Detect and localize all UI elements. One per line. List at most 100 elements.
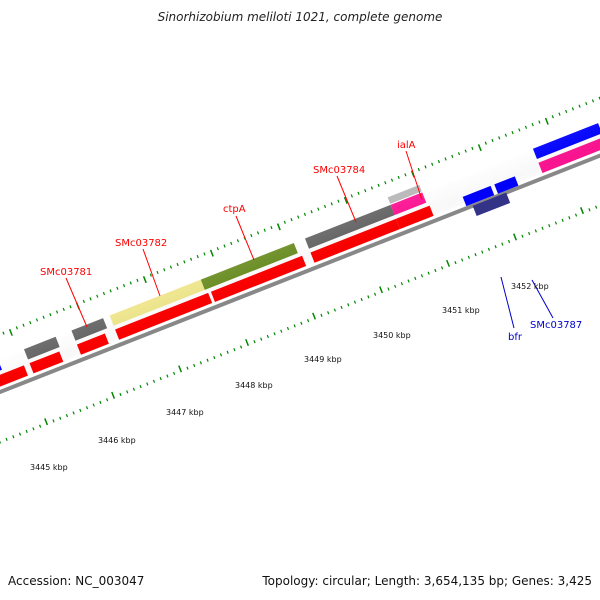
tick-mark: [149, 273, 152, 277]
tick-mark: [343, 196, 348, 204]
tick-mark: [152, 379, 156, 383]
tick-mark: [444, 157, 447, 161]
tick-mark: [15, 326, 18, 330]
tick-mark: [531, 123, 534, 127]
gene-label[interactable]: SMc03781: [40, 267, 92, 278]
tick-mark: [230, 241, 233, 246]
tick-mark: [263, 228, 266, 232]
tick-mark: [353, 300, 357, 304]
tick-mark: [407, 279, 410, 283]
tick-mark: [494, 245, 497, 249]
tick-mark: [498, 136, 501, 140]
tick-mark: [8, 328, 13, 336]
ruler-label: 3451 kbp: [442, 306, 480, 315]
cds-feature[interactable]: [387, 184, 422, 204]
tick-mark: [491, 138, 494, 143]
tick-mark: [39, 424, 42, 428]
gene-label[interactable]: bfr: [508, 332, 523, 343]
tick-mark: [65, 414, 69, 418]
tick-mark: [163, 268, 166, 272]
tick-mark: [122, 284, 126, 288]
tick-mark: [276, 223, 281, 231]
tick-mark: [206, 358, 209, 362]
tick-mark: [2, 331, 5, 335]
tick-mark: [44, 418, 49, 426]
tick-mark: [169, 265, 173, 269]
tick-mark: [330, 202, 333, 206]
tick-mark: [283, 220, 286, 224]
tick-mark: [250, 233, 253, 238]
tick-mark: [109, 289, 112, 293]
tick-mark: [484, 141, 487, 145]
tick-mark: [35, 318, 39, 322]
ruler-label: 3449 kbp: [304, 355, 342, 364]
cds-feature[interactable]: [472, 192, 511, 217]
forward-tick-track: [2, 96, 600, 336]
ruler-label: 3447 kbp: [166, 408, 204, 417]
tick-mark: [390, 178, 394, 182]
tick-mark: [558, 112, 561, 116]
tick-mark: [400, 282, 403, 286]
tick-mark: [82, 299, 85, 304]
tick-mark: [561, 218, 564, 222]
tick-mark: [233, 348, 236, 352]
tick-mark: [216, 247, 219, 251]
tick-mark: [580, 207, 584, 215]
tick-mark: [12, 435, 15, 439]
tick-mark: [223, 244, 226, 248]
tick-mark: [394, 284, 397, 288]
ruler-label: 3450 kbp: [373, 331, 411, 340]
gene-label[interactable]: SMc03782: [115, 238, 167, 249]
tick-mark: [146, 382, 149, 386]
tick-mark: [290, 218, 293, 222]
tick-mark: [327, 311, 330, 315]
gene-label[interactable]: ctpA: [223, 204, 246, 215]
tick-mark: [534, 229, 537, 233]
tick-mark: [379, 286, 384, 294]
tick-mark: [126, 390, 129, 394]
tick-mark: [464, 149, 467, 153]
tick-mark: [293, 324, 296, 328]
tick-mark: [245, 338, 250, 347]
tick-mark: [156, 270, 159, 275]
tick-mark: [213, 355, 216, 360]
tick-mark: [96, 294, 99, 298]
tick-mark: [487, 247, 491, 251]
tick-mark: [55, 310, 59, 314]
gene-label[interactable]: SMc03784: [313, 165, 365, 176]
tick-mark: [474, 253, 477, 257]
tick-mark: [266, 334, 269, 339]
tick-mark: [5, 437, 8, 441]
tick-mark: [511, 130, 514, 135]
tick-mark: [578, 104, 581, 108]
tick-mark: [166, 374, 169, 378]
tick-mark: [136, 278, 139, 282]
tick-mark: [99, 400, 102, 405]
gene-label[interactable]: ialA: [397, 140, 416, 151]
tick-mark: [387, 287, 390, 291]
tick-mark: [199, 361, 203, 365]
tick-mark: [507, 239, 511, 244]
tick-mark: [52, 419, 55, 423]
tick-mark: [111, 391, 116, 399]
tick-mark: [280, 329, 283, 333]
tick-mark: [373, 292, 377, 296]
tick-mark: [451, 154, 454, 158]
tick-mark: [72, 411, 75, 415]
tick-mark: [504, 133, 508, 137]
tick-mark: [159, 377, 162, 381]
gene-label[interactable]: SMc03787: [530, 320, 582, 331]
tick-mark: [196, 254, 199, 259]
reverse-tick-track: [0, 205, 598, 444]
tick-mark: [410, 170, 415, 178]
tick-mark: [189, 257, 193, 261]
tick-mark: [588, 208, 591, 212]
tick-mark: [337, 199, 340, 203]
tick-mark: [467, 255, 470, 259]
tick-mark: [440, 266, 444, 270]
tick-mark: [29, 320, 32, 325]
tick-mark: [25, 429, 28, 434]
tick-mark: [219, 353, 223, 357]
tick-mark: [457, 152, 461, 156]
